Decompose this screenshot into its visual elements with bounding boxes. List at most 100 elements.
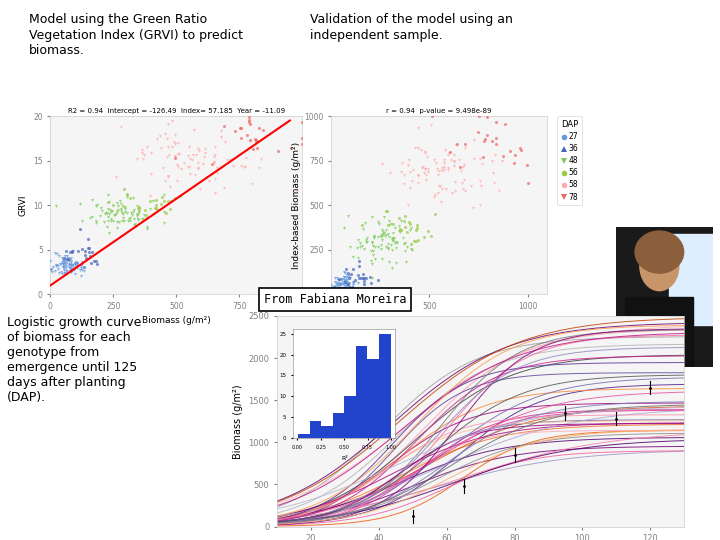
Point (235, 124, 246, 132)
Point (99, 218, 110, 226)
Point (69, 260, 81, 269)
Point (377, 228, 388, 237)
Point (488, 179, 500, 187)
Point (155, 200, 166, 209)
Point (117, 210, 129, 218)
Point (332, 285, 343, 293)
Point (366, 239, 377, 247)
Point (401, 227, 413, 236)
Point (197, 160, 209, 168)
Point (145, 148, 156, 157)
Point (341, 281, 352, 290)
Point (91, 201, 102, 210)
Point (136, 214, 148, 223)
Point (60, 251, 71, 260)
Point (133, 204, 145, 212)
Point (58, 257, 69, 266)
Point (403, 156, 415, 165)
Point (335, 280, 346, 289)
Point (169, 140, 181, 149)
Point (60, 269, 72, 278)
Point (479, 137, 490, 146)
Point (192, 159, 204, 167)
Point (353, 262, 364, 271)
Point (66, 259, 77, 267)
Point (66, 248, 78, 256)
Point (353, 279, 364, 287)
Point (76, 266, 88, 274)
Point (76, 262, 87, 271)
Point (157, 164, 168, 172)
Point (141, 225, 153, 234)
Point (66, 257, 77, 266)
Point (192, 145, 204, 153)
Point (342, 269, 354, 278)
Point (245, 137, 256, 146)
Point (54, 260, 66, 269)
Point (333, 276, 345, 285)
Point (105, 215, 117, 224)
Point (111, 217, 122, 226)
Point (432, 171, 444, 179)
Point (459, 187, 471, 195)
Point (194, 146, 205, 155)
Point (450, 140, 462, 149)
Point (186, 156, 198, 165)
Point (184, 155, 196, 164)
Point (230, 127, 241, 136)
Point (428, 193, 439, 201)
Point (438, 163, 449, 172)
Point (189, 126, 200, 135)
Point (110, 210, 122, 219)
Point (243, 116, 255, 124)
Point (366, 247, 377, 255)
Point (102, 213, 114, 221)
Point (433, 181, 445, 190)
Point (397, 233, 409, 242)
Point (71, 260, 82, 268)
Point (78, 263, 90, 272)
Point (106, 217, 117, 226)
Point (343, 280, 355, 288)
Point (133, 203, 145, 212)
Point (349, 275, 361, 284)
Point (68, 260, 79, 269)
Point (124, 216, 135, 225)
Point (354, 239, 365, 247)
Point (58, 259, 69, 268)
Point (412, 178, 423, 187)
Point (368, 232, 379, 240)
Point (235, 134, 246, 143)
Point (166, 197, 177, 205)
Point (50, 248, 61, 257)
Point (348, 279, 359, 287)
Point (418, 162, 429, 171)
Point (99, 210, 111, 219)
Point (364, 273, 376, 281)
Text: From Fabiana Moreira: From Fabiana Moreira (264, 293, 406, 306)
Point (369, 243, 381, 252)
Point (490, 139, 502, 148)
Point (444, 147, 456, 156)
Point (411, 220, 423, 229)
Point (60, 258, 71, 266)
Point (105, 208, 117, 217)
Point (339, 282, 351, 291)
Point (78, 266, 90, 275)
Point (477, 152, 489, 161)
Point (189, 171, 201, 180)
Point (147, 197, 158, 206)
Point (338, 275, 350, 284)
Point (341, 280, 353, 289)
Point (221, 155, 233, 164)
Point (408, 166, 419, 174)
Point (297, 134, 308, 143)
Point (285, 143, 297, 152)
Point (418, 233, 430, 242)
Point (334, 281, 346, 289)
Point (169, 194, 181, 202)
Point (449, 187, 460, 195)
Point (348, 278, 359, 286)
Point (57, 258, 68, 267)
Point (58, 269, 70, 278)
